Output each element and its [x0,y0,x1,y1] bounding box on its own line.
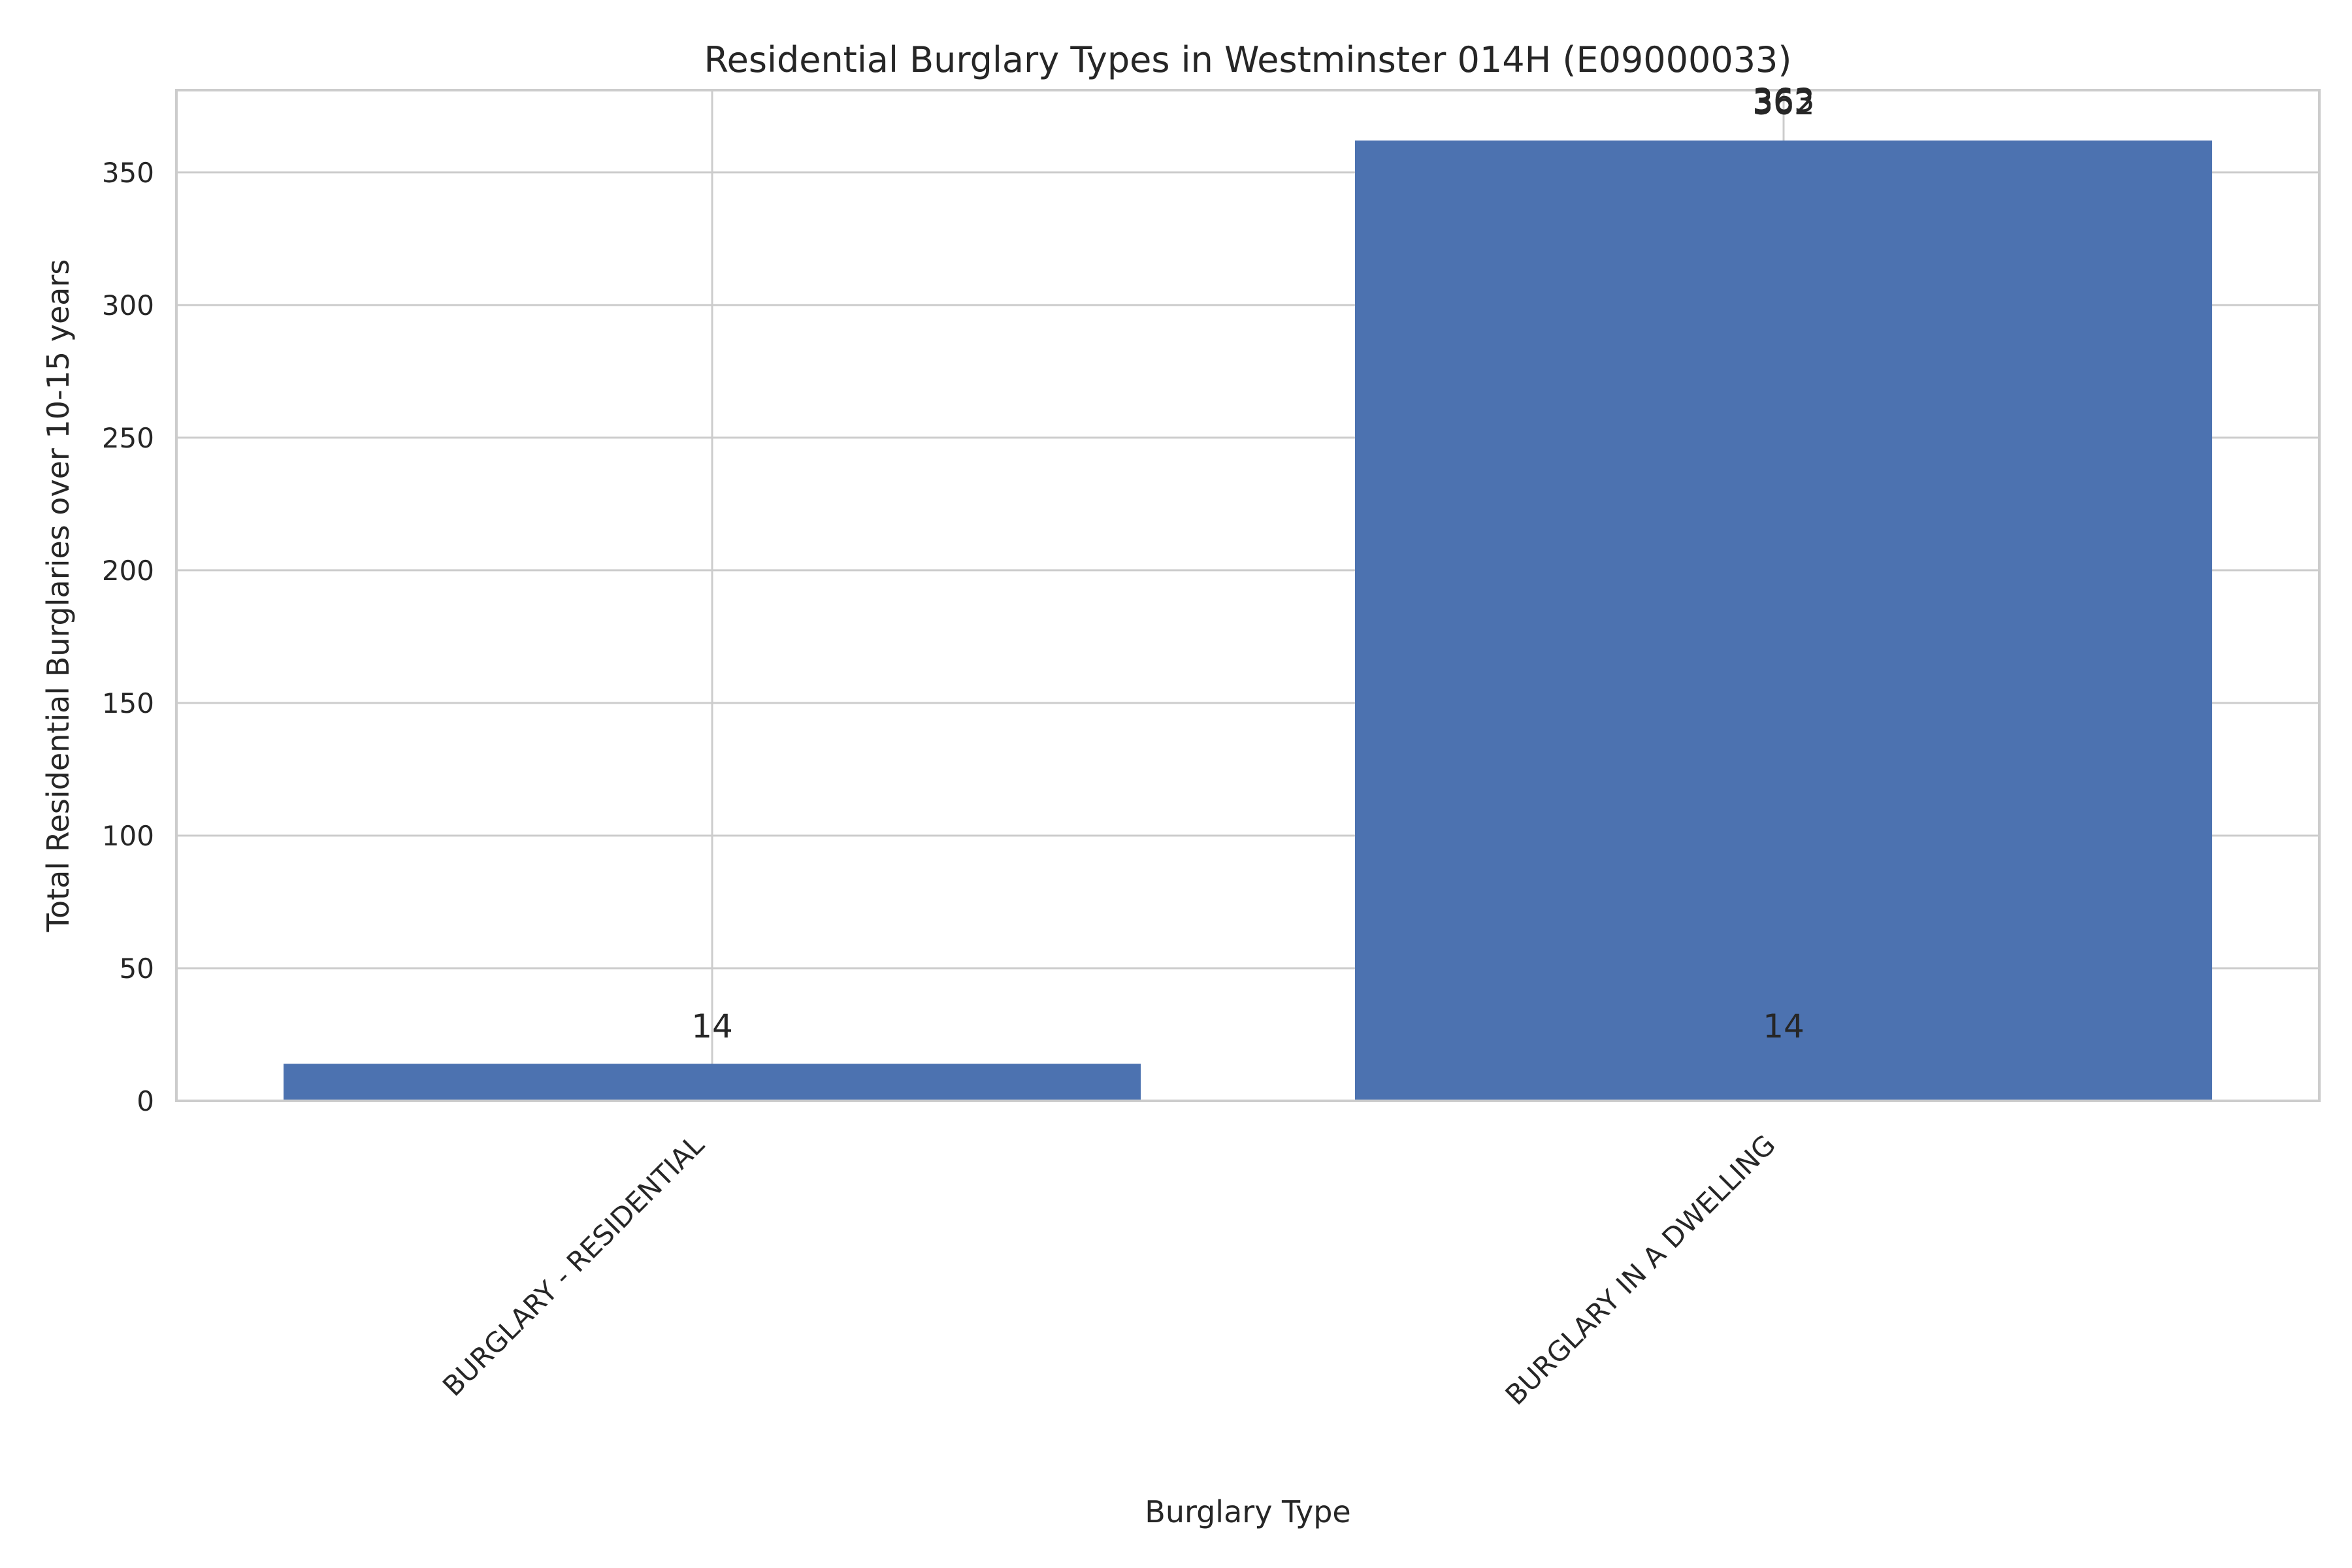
data-label: 363 [1752,82,1814,120]
y-tick-label: 350 [102,157,154,189]
plot-frame [175,89,2321,1102]
data-labels: 14 362 14 363 [691,82,1815,1045]
y-axis-ticks: 0 50 100 150 200 250 300 350 [102,157,154,1117]
bar [1355,140,2212,1102]
data-label: 14 [691,1007,733,1045]
chart-title: Residential Burglary Types in Westminste… [704,39,1792,80]
bar [284,1064,1141,1101]
y-tick-label: 150 [102,687,154,719]
y-tick-label: 0 [137,1085,154,1117]
y-tick-label: 100 [102,820,154,852]
x-axis-label: Burglary Type [1145,1494,1350,1529]
data-label: 14 [1763,1007,1805,1045]
y-tick-label: 300 [102,289,154,321]
data-label: 362 [1752,84,1814,122]
y-tick-label: 250 [102,422,154,454]
y-axis-label: Total Residential Burglaries over 10-15 … [41,259,76,933]
y-tick-label: 200 [102,555,154,587]
bars [284,140,2212,1102]
y-tick-label: 50 [120,953,154,985]
